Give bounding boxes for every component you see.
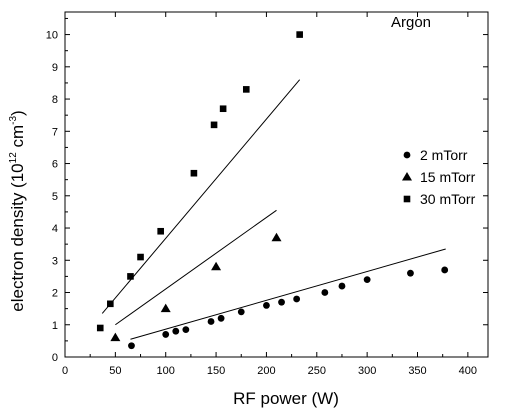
- legend-label: 2 mTorr: [420, 147, 468, 163]
- y-tick-label: 9: [52, 62, 58, 74]
- chart-annotation: Argon: [391, 14, 431, 31]
- x-tick-label: 350: [408, 365, 426, 377]
- data-point-series-0: [182, 326, 190, 333]
- y-tick-label: 6: [52, 159, 58, 171]
- data-point-series-1: [271, 232, 282, 242]
- legend-marker-2: [403, 195, 411, 203]
- x-tick-label: 50: [109, 365, 121, 377]
- data-point-series-2: [157, 227, 164, 235]
- data-point-series-2: [96, 324, 104, 332]
- fit-line-series-2: [101, 79, 301, 314]
- data-point-series-2: [107, 300, 114, 308]
- data-point-series-2: [127, 273, 134, 280]
- data-point-series-2: [296, 31, 303, 38]
- x-tick-label: 0: [62, 365, 68, 377]
- data-point-series-0: [237, 308, 245, 316]
- data-point-series-0: [128, 342, 135, 350]
- y-tick-label: 8: [52, 94, 58, 106]
- y-tick-label: 0: [52, 352, 58, 364]
- legend-marker-0: [403, 151, 411, 159]
- y-tick-label: 10: [46, 30, 58, 42]
- fit-line-series-0: [130, 248, 446, 340]
- data-point-series-0: [441, 266, 449, 274]
- legend-label: 30 mTorr: [420, 191, 476, 207]
- y-axis: 0 1 2 3 4 5 6 7 8 9 10: [46, 17, 488, 364]
- data-point-series-1: [110, 332, 121, 342]
- data-point-series-0: [293, 295, 301, 303]
- fit-lines: [101, 79, 446, 340]
- plot-border: [64, 11, 489, 358]
- data-point-series-0: [162, 331, 170, 338]
- data-point-series-2: [242, 86, 250, 93]
- y-tick-label: 2: [52, 288, 58, 300]
- y-tick-label: 5: [52, 191, 58, 203]
- data-point-series-0: [263, 302, 270, 309]
- fit-line-series-1: [115, 209, 277, 326]
- data-point-series-0: [321, 289, 329, 296]
- data-point-series-1: [211, 261, 222, 271]
- x-tick-label: 200: [257, 365, 275, 377]
- x-tick-label: 250: [308, 365, 326, 377]
- data-point-series-2: [219, 105, 227, 113]
- data-point-series-0: [363, 276, 371, 284]
- data-point-series-2: [137, 253, 144, 261]
- data-point-series-0: [217, 314, 225, 322]
- x-tick-label: 100: [157, 365, 175, 377]
- data-point-series-0: [172, 327, 180, 335]
- legend-marker-1: [402, 172, 412, 181]
- x-tick-label: 300: [358, 365, 376, 377]
- data-point-series-2: [190, 169, 198, 177]
- y-tick-label: 7: [52, 126, 58, 138]
- x-axis: 0 50 100 150 200 250 300 350 400: [62, 12, 477, 377]
- data-point-series-0: [278, 298, 285, 306]
- x-axis-title: RF power (W): [233, 389, 339, 408]
- y-tick-label: 4: [52, 223, 58, 235]
- y-tick-label: 3: [52, 255, 58, 267]
- data-point-series-2: [210, 121, 218, 129]
- legend: 2 mTorr 15 mTorr 30 mTorr: [402, 147, 476, 207]
- data-points: [96, 31, 449, 350]
- data-point-series-0: [207, 318, 215, 325]
- legend-label: 15 mTorr: [420, 169, 476, 185]
- x-tick-label: 400: [459, 365, 477, 377]
- data-point-series-0: [338, 282, 346, 290]
- data-point-series-1: [160, 303, 171, 313]
- x-tick-label: 150: [207, 365, 225, 377]
- plot-frame: [64, 11, 489, 358]
- data-point-series-0: [407, 269, 414, 277]
- y-axis-title: electron density (1012 cm-3): [8, 110, 27, 311]
- y-tick-label: 1: [52, 320, 58, 332]
